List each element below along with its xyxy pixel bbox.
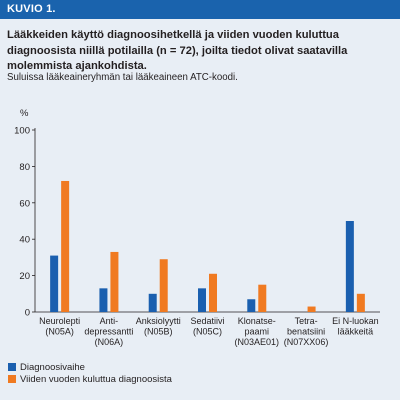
bar-viiden-vuoden — [356, 293, 365, 312]
x-category-label: Sedatiivi (N05C) — [190, 316, 224, 337]
bar-viiden-vuoden — [110, 251, 119, 312]
legend-swatch — [8, 375, 16, 383]
x-category-label: Ei N-luokan lääkkeitä — [332, 316, 379, 337]
y-tick-label: 60 — [19, 198, 30, 209]
y-tick-label: 80 — [19, 162, 30, 173]
chart-title: Lääkkeiden käyttö diagnoosihetkellä ja v… — [7, 29, 348, 72]
x-category-label: Neurolepti (N05A) — [39, 316, 80, 337]
bar-viiden-vuoden — [209, 273, 217, 312]
y-tick-label: 0 — [25, 308, 30, 319]
legend-label: Viiden vuoden kuluttua diagnoosista — [20, 374, 173, 385]
x-category-label: Tetra-benatsiini (N07XX06) — [284, 316, 329, 347]
bar-diagnoosivaihe — [50, 255, 59, 312]
y-tick-label: 40 — [19, 235, 30, 246]
y-axis-label: % — [20, 108, 29, 119]
bar-viiden-vuoden — [159, 259, 168, 312]
figure-header-bar: KUVIO 1. — [0, 0, 400, 19]
bar-diagnoosivaihe — [99, 288, 108, 312]
bar-diagnoosivaihe — [247, 299, 256, 312]
y-tick-label: 20 — [19, 271, 30, 282]
bar-viiden-vuoden — [258, 284, 267, 312]
bar-diagnoosivaihe — [148, 293, 157, 312]
legend-label: Diagnoosivaihe — [20, 362, 85, 373]
x-category-label: Klonatse-paami (N03AE01) — [235, 316, 280, 347]
chart-subtitle: Suluissa lääkeaineryhmän tai lääkeaineen… — [7, 72, 238, 83]
bar-viiden-vuoden — [61, 180, 70, 312]
x-category-label: Anksiolyytti (N05B) — [136, 316, 181, 337]
x-category-label: Anti-depressantti (N06A) — [84, 316, 133, 347]
bar-diagnoosivaihe — [345, 221, 354, 312]
bar-viiden-vuoden — [307, 306, 316, 312]
bar-diagnoosivaihe — [198, 288, 206, 312]
figure-label: KUVIO 1. — [7, 3, 56, 15]
legend-swatch — [8, 363, 16, 371]
y-tick-label: 100 — [14, 126, 30, 137]
